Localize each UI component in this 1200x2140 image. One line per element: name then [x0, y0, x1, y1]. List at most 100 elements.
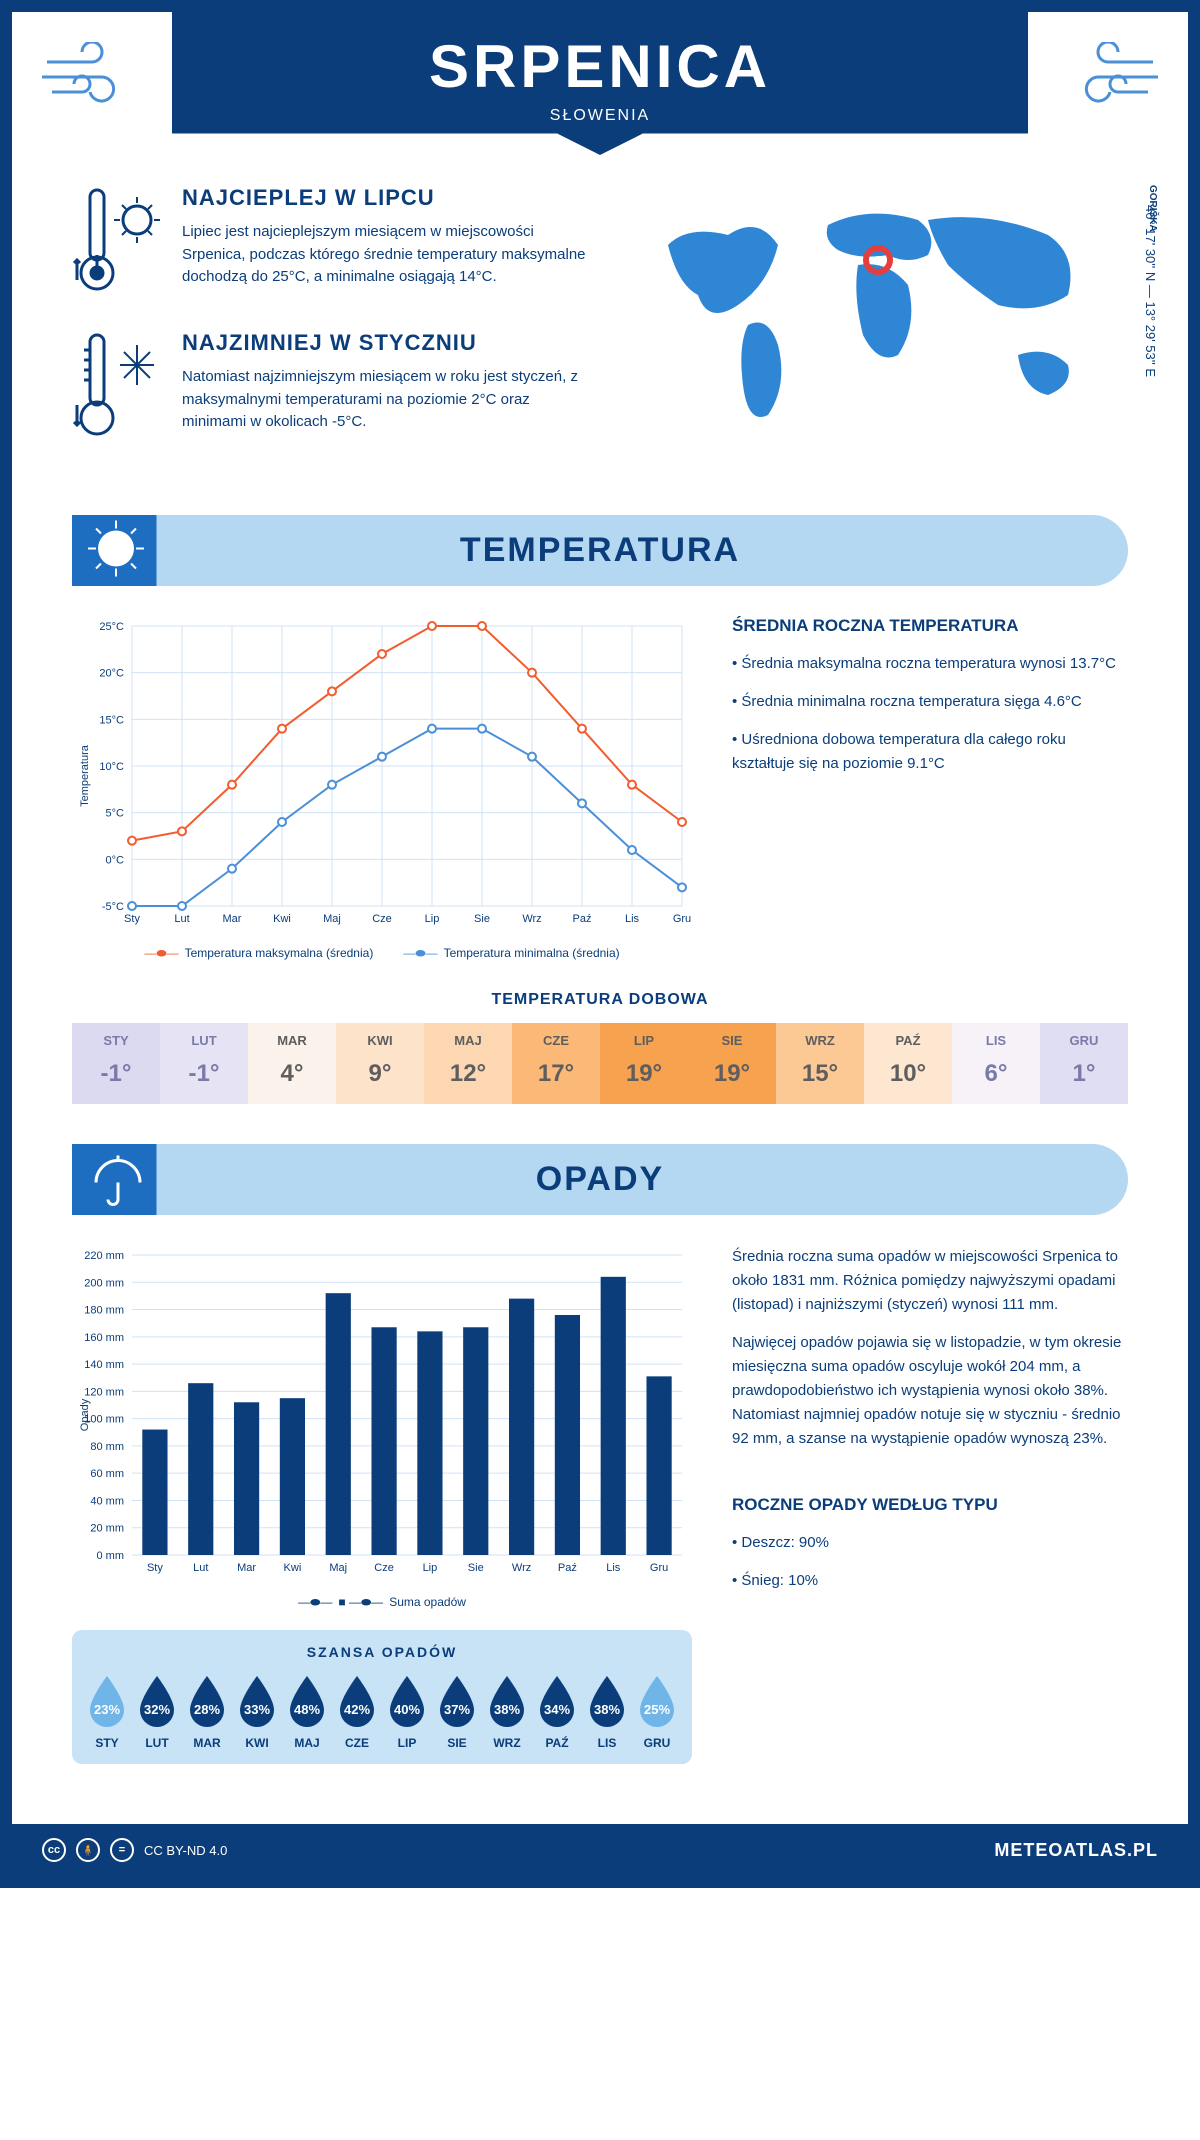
svg-text:38%: 38%: [594, 1702, 620, 1717]
rain-chance-drop: 32% LUT: [134, 1674, 180, 1750]
daily-cell: KWI9°: [336, 1023, 424, 1104]
svg-text:Maj: Maj: [323, 913, 341, 925]
svg-text:Mar: Mar: [223, 913, 242, 925]
rain-chance-drop: 25% GRU: [634, 1674, 680, 1750]
svg-text:Sie: Sie: [468, 1562, 484, 1574]
svg-text:Lip: Lip: [423, 1562, 438, 1574]
svg-text:42%: 42%: [344, 1702, 370, 1717]
rain-chance-drop: 42% CZE: [334, 1674, 380, 1750]
chart-legend: Temperatura maksymalna (średnia) Tempera…: [72, 946, 692, 961]
svg-text:38%: 38%: [494, 1702, 520, 1717]
svg-text:180 mm: 180 mm: [84, 1305, 124, 1317]
svg-text:Temperatura: Temperatura: [79, 744, 91, 807]
section-temperature-header: TEMPERATURA: [72, 515, 1128, 586]
svg-text:48%: 48%: [294, 1702, 320, 1717]
svg-text:10°C: 10°C: [99, 761, 124, 773]
rain-chance-drop: 37% SIE: [434, 1674, 480, 1750]
svg-text:40 mm: 40 mm: [90, 1495, 124, 1507]
rain-text-p1: Średnia roczna suma opadów w miejscowośc…: [732, 1245, 1128, 1317]
svg-text:Cze: Cze: [374, 1562, 394, 1574]
svg-text:Mar: Mar: [237, 1562, 256, 1574]
section-rain-header: OPADY: [72, 1144, 1128, 1215]
footer: cc 🧍 = CC BY-ND 4.0 METEOATLAS.PL: [12, 1824, 1188, 1876]
daily-cell: PAŹ10°: [864, 1023, 952, 1104]
warmest-text: Lipiec jest najcieplejszym miesiącem w m…: [182, 221, 588, 289]
temp-summary-b2: • Średnia minimalna roczna temperatura s…: [732, 690, 1128, 714]
temp-summary-title: ŚREDNIA ROCZNA TEMPERATURA: [732, 616, 1128, 636]
rain-text-p2: Najwięcej opadów pojawia się w listopadz…: [732, 1331, 1128, 1451]
svg-text:Paź: Paź: [573, 913, 592, 925]
wind-icon: [42, 42, 132, 126]
temp-summary-b1: • Średnia maksymalna roczna temperatura …: [732, 652, 1128, 676]
rain-chance-drop: 38% WRZ: [484, 1674, 530, 1750]
svg-text:Kwi: Kwi: [273, 913, 291, 925]
svg-text:32%: 32%: [144, 1702, 170, 1717]
svg-text:23%: 23%: [94, 1702, 120, 1717]
svg-text:Lis: Lis: [625, 913, 640, 925]
license-text: CC BY-ND 4.0: [144, 1843, 227, 1858]
svg-text:200 mm: 200 mm: [84, 1277, 124, 1289]
svg-text:60 mm: 60 mm: [90, 1468, 124, 1480]
svg-text:0°C: 0°C: [106, 854, 125, 866]
warmest-title: NAJCIEPLEJ W LIPCU: [182, 185, 588, 211]
daily-temp-table: STY-1°LUT-1°MAR4°KWI9°MAJ12°CZE17°LIP19°…: [72, 1023, 1128, 1104]
svg-text:Lut: Lut: [193, 1562, 208, 1574]
svg-text:Gru: Gru: [673, 913, 691, 925]
svg-text:15°C: 15°C: [99, 714, 124, 726]
license-block: cc 🧍 = CC BY-ND 4.0: [42, 1838, 227, 1862]
by-icon: 🧍: [76, 1838, 100, 1862]
header-banner: SRPENICA SŁOWENIA: [172, 12, 1028, 155]
daily-cell: GRU1°: [1040, 1023, 1128, 1104]
svg-text:20°C: 20°C: [99, 668, 124, 680]
svg-text:160 mm: 160 mm: [84, 1332, 124, 1344]
svg-text:37%: 37%: [444, 1702, 470, 1717]
svg-text:Lip: Lip: [425, 913, 440, 925]
coldest-text: Natomiast najzimniejszym miesiącem w rok…: [182, 366, 588, 434]
svg-text:25°C: 25°C: [99, 621, 124, 633]
svg-text:20 mm: 20 mm: [90, 1523, 124, 1535]
daily-cell: LIP19°: [600, 1023, 688, 1104]
rain-chance-drop: 33% KWI: [234, 1674, 280, 1750]
page-title: SRPENICA: [172, 32, 1028, 101]
precipitation-chart: 0 mm20 mm40 mm60 mm80 mm100 mm120 mm140 …: [72, 1245, 692, 1764]
rain-chance-drop: 38% LIS: [584, 1674, 630, 1750]
legend-max: Temperatura maksymalna (średnia): [144, 946, 373, 961]
svg-text:33%: 33%: [244, 1702, 270, 1717]
svg-text:120 mm: 120 mm: [84, 1386, 124, 1398]
site-name: METEOATLAS.PL: [994, 1840, 1158, 1861]
thermometer-hot-icon: [72, 185, 162, 300]
daily-cell: LIS6°: [952, 1023, 1040, 1104]
svg-text:0 mm: 0 mm: [97, 1550, 125, 1562]
svg-text:25%: 25%: [644, 1702, 670, 1717]
svg-text:5°C: 5°C: [106, 808, 125, 820]
daily-cell: CZE17°: [512, 1023, 600, 1104]
daily-cell: WRZ15°: [776, 1023, 864, 1104]
svg-text:Gru: Gru: [650, 1562, 668, 1574]
svg-text:140 mm: 140 mm: [84, 1359, 124, 1371]
thermometer-cold-icon: [72, 330, 162, 445]
svg-text:Kwi: Kwi: [284, 1562, 302, 1574]
svg-text:Maj: Maj: [329, 1562, 347, 1574]
rain-chance-drop: 23% STY: [84, 1674, 130, 1750]
wind-icon: [1068, 42, 1158, 126]
svg-text:34%: 34%: [544, 1702, 570, 1717]
svg-text:Paź: Paź: [558, 1562, 577, 1574]
main-content: NAJCIEPLEJ W LIPCU Lipiec jest najcieple…: [12, 155, 1188, 1824]
svg-text:Sie: Sie: [474, 913, 490, 925]
cc-icon: cc: [42, 1838, 66, 1862]
rain-chance-drop: 34% PAŹ: [534, 1674, 580, 1750]
section-title: TEMPERATURA: [72, 531, 1128, 570]
daily-cell: MAJ12°: [424, 1023, 512, 1104]
svg-text:28%: 28%: [194, 1702, 220, 1717]
svg-text:-5°C: -5°C: [102, 901, 124, 913]
rain-chance-drop: 40% LIP: [384, 1674, 430, 1750]
umbrella-icon: [86, 1147, 146, 1212]
svg-text:Cze: Cze: [372, 913, 392, 925]
daily-cell: SIE19°: [688, 1023, 776, 1104]
svg-text:Sty: Sty: [124, 913, 140, 925]
daily-cell: STY-1°: [72, 1023, 160, 1104]
chart-legend: ■ Suma opadów: [72, 1595, 692, 1610]
rain-chance-drop: 28% MAR: [184, 1674, 230, 1750]
coordinates: 46° 17' 30'' N — 13° 29' 53'' E: [1143, 205, 1158, 377]
warmest-block: NAJCIEPLEJ W LIPCU Lipiec jest najcieple…: [72, 185, 588, 300]
